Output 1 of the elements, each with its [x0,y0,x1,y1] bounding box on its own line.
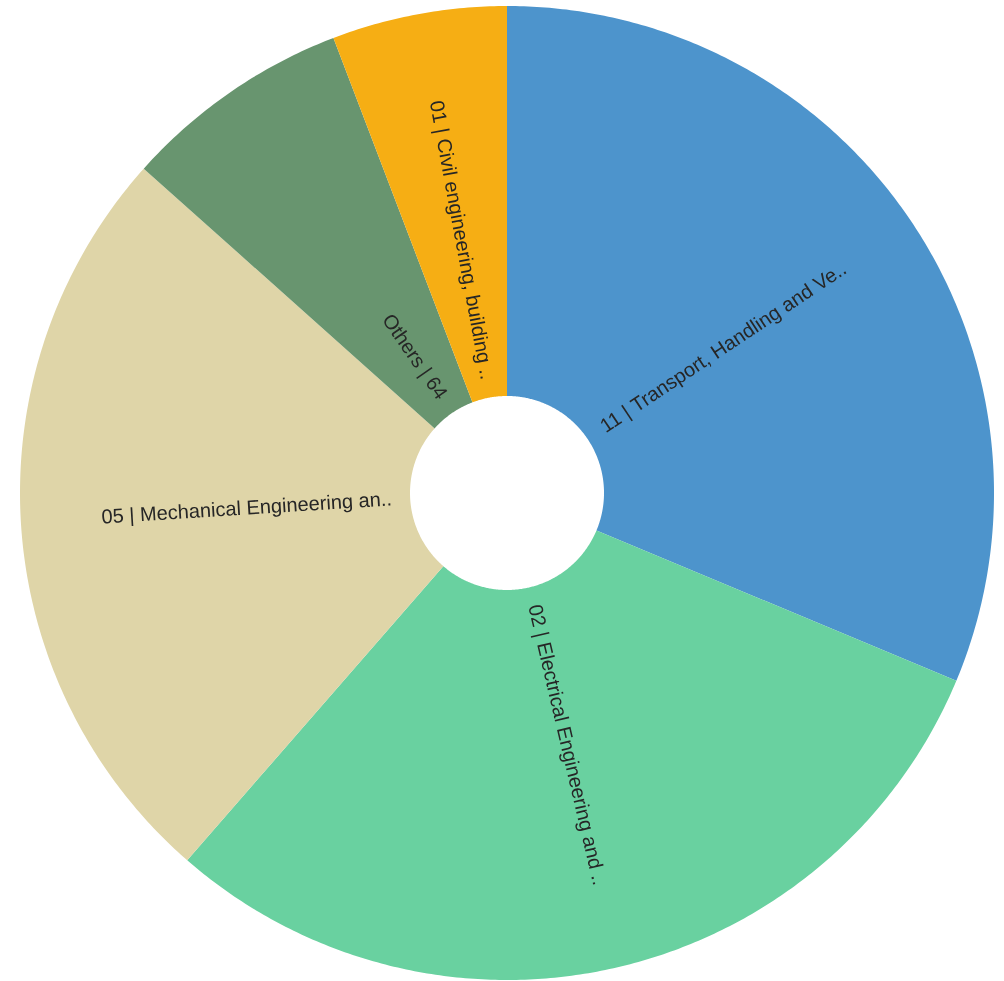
slice-label: 05 | Mechanical Engineering an.. [102,494,391,526]
